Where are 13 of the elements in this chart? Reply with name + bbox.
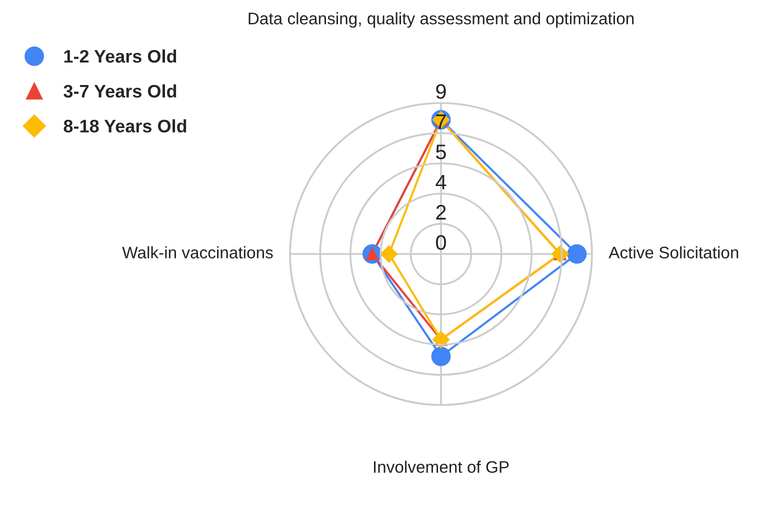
spoke-label: Walk-in vaccinations <box>122 246 273 258</box>
y-tick-label: 4 <box>436 174 446 190</box>
y-tick-label: 2 <box>436 204 446 220</box>
y-tick-label: 0 <box>436 235 446 250</box>
spoke-label: Data cleansing, quality assessment and optimization <box>248 12 634 28</box>
spoke-label: Active Solicitation <box>608 246 738 258</box>
y-tick-label: 5 <box>436 144 446 160</box>
legend-label: 8-18 Years Old <box>64 119 186 132</box>
spoke-label: Involvement of GP <box>374 460 509 473</box>
y-tick-label: 9 <box>436 84 446 99</box>
legend-label: 3-7 Years Old <box>64 84 176 98</box>
legend-label: 1-2 Years Old <box>64 49 176 63</box>
y-tick-label: 7 <box>436 114 446 129</box>
